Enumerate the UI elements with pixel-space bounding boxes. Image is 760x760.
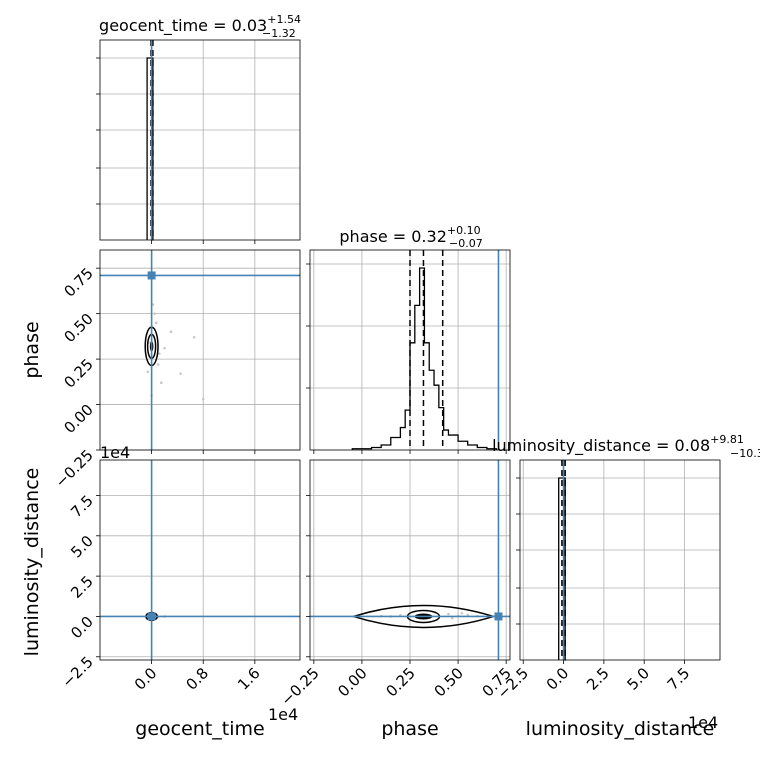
phase-geo-sample-point [158,352,161,355]
luminosity-distance-x-tick-label: 7.5 [664,664,694,694]
luminosity-distance-y-label: luminosity_distance [21,468,43,657]
luminosity-distance-y-tick-label: 7.5 [67,492,97,522]
phase-geo-sample-point [159,381,163,385]
ld-phase-sample-point [451,616,454,620]
phase-title: phase = 0.32+0.10 [339,224,480,246]
phase-title-sub: −0.07 [449,237,483,250]
phase-histogram-bin [400,428,405,450]
phase-x-tick-label: 0.25 [382,664,418,700]
luminosity-distance-y-tick-label: 0.0 [67,613,97,643]
phase-geo-sample-point [154,321,158,325]
geocent-time-title-sub: −1.32 [262,27,296,40]
phase-histogram-bin [424,343,429,450]
phase-y-tick-label: 0.00 [60,401,96,437]
phase-geo-sample-point [201,397,205,401]
phase-x-tick-label: −0.25 [277,664,322,709]
phase-geo-sample-point [156,363,160,366]
ld-phase-truth-marker [494,612,503,621]
phase-y-multiplier: 1e4 [100,443,130,462]
luminosity-distance-x-tick-label: 5.0 [623,664,653,694]
phase-histogram-bin [434,385,439,450]
phase-histogram-bin [381,445,391,450]
phase-title-sup: +0.10 [447,224,481,237]
ld-geo-truth-marker [147,612,156,621]
phase-y-tick-label: 0.75 [60,264,96,300]
luminosity-distance-y-tick-label: 5.0 [67,532,97,562]
geocent-time-histogram-panel [96,39,301,244]
phase-y-label: phase [21,321,43,378]
phase-histogram-bin [429,370,434,450]
luminosity-distance-x-label: luminosity_distance [526,718,715,740]
geocent-time-x-tick-label: 0.0 [131,664,161,694]
phase-geo-truth-marker [147,271,156,280]
ld-phase-sample-point [466,613,469,617]
phase-histogram-bin [391,438,401,450]
phase-geo-sample-point [163,346,166,350]
phase-histogram-bin [448,435,458,450]
phase-histogram-bin [444,430,449,450]
phase-y-tick-label: 0.25 [60,355,96,391]
phase-geo-sample-point [192,335,196,339]
phase-geo-sample-point [153,312,157,315]
phase-x-label: phase [381,718,438,740]
phase-geo-sample-point [146,370,150,374]
phase-y-tick-label: 0.50 [60,310,96,346]
luminosity-distance-x-tick-label: 0.0 [543,664,573,694]
ld-phase-sample-point [447,612,450,616]
phase-x-tick-label: 0.00 [334,664,370,700]
luminosity-distance-y-tick-label: −2.5 [58,653,96,691]
geocent-time-x-tick-label: 1.6 [234,664,264,694]
phase-histogram-bin [458,441,468,450]
luminosity-distance-vs-phase-panel: −0.25 0.00 0.25 0.50 0.75 [277,459,515,709]
geocent-time-x-tick-label: 0.8 [182,664,212,694]
luminosity-distance-title: luminosity_distance = 0.08+9.81 [492,433,744,456]
phase-vs-geocent-time-panel: −0.25 0.00 0.25 0.50 0.75 [52,249,301,491]
phase-geo-sample-point [179,372,182,375]
ld-phase-sample-point [460,611,464,615]
luminosity-distance-title-sup: +9.81 [710,433,744,446]
phase-histogram-bin [468,445,478,450]
luminosity-distance-x-tick-label: 2.5 [583,664,613,694]
phase-histogram-line [351,267,498,450]
geocent-time-title: geocent_time = 0.03+1.54 [99,13,301,36]
luminosity-distance-x-multiplier: 1e4 [688,713,718,732]
luminosity-distance-vs-geocent-time-panel: −2.5 0.0 2.5 5.0 7.5 0.0 0.8 1.6 [58,459,301,694]
phase-histogram-bin [415,305,420,450]
geocent-time-x-label: geocent_time [135,718,264,740]
geocent-time-x-multiplier: 1e4 [268,705,298,724]
geocent-time-title-sup: +1.54 [267,13,301,26]
luminosity-distance-title-sub: −10.38 [730,447,760,460]
phase-x-tick-label: 0.50 [431,664,467,700]
phase-histogram-panel [306,249,511,454]
luminosity-distance-histogram-panel: −2.5 0.0 2.5 5.0 7.5 [494,459,721,703]
phase-geo-sample-point [169,330,173,334]
luminosity-distance-y-tick-label: 2.5 [67,572,97,602]
phase-y-tick-label: −0.25 [52,446,97,491]
